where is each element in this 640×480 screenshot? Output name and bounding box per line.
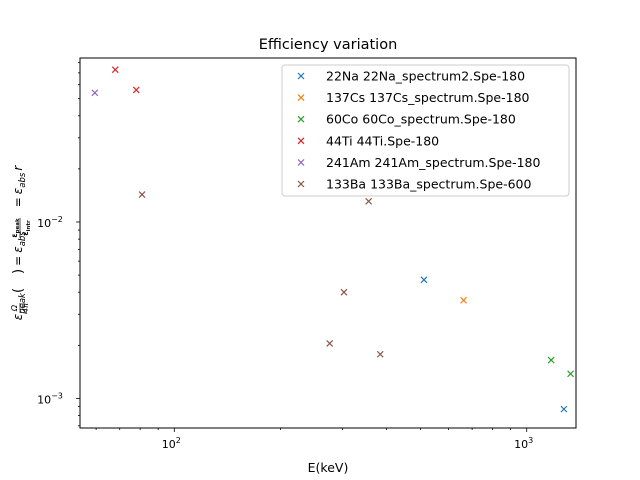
legend-entry: 241Am 241Am_spectrum.Spe-180 bbox=[297, 155, 540, 170]
legend-marker bbox=[297, 137, 305, 145]
data-point-series-5-3 bbox=[365, 197, 373, 205]
y-tick-label: 10−2 bbox=[37, 215, 63, 230]
legend-entry: 133Ba 133Ba_spectrum.Spe-600 bbox=[297, 177, 532, 192]
legend-entry: 137Cs 137Cs_spectrum.Spe-180 bbox=[297, 90, 530, 105]
legend-marker bbox=[297, 180, 305, 188]
y-label-peak-sub: peak bbox=[18, 292, 28, 315]
data-point-series-5-4 bbox=[376, 350, 384, 358]
x-axis-label: E(keV) bbox=[308, 460, 349, 475]
legend-label: 241Am 241Am_spectrum.Spe-180 bbox=[326, 155, 540, 170]
svg-text:εpeak(​)=εabs=εabsr: εpeak(​)=εabs=εabsr bbox=[11, 165, 28, 321]
data-point-series-1-0 bbox=[460, 296, 468, 304]
legend-label: 133Ba 133Ba_spectrum.Spe-600 bbox=[326, 177, 532, 192]
y-label-epsilon: ε bbox=[11, 313, 25, 320]
legend-entry: 22Na 22Na_spectrum2.Spe-180 bbox=[297, 69, 525, 84]
legend-label: 22Na 22Na_spectrum2.Spe-180 bbox=[326, 69, 525, 84]
legend-marker bbox=[297, 94, 305, 102]
x-tick-label: 102 bbox=[162, 436, 181, 451]
data-point-series-5-0 bbox=[138, 191, 146, 199]
legend-marker bbox=[297, 72, 305, 80]
y-label-peak-intr-fraction: εpeak εintr bbox=[10, 218, 32, 238]
data-point-series-0-0 bbox=[420, 276, 428, 284]
legend-label: 60Co 60Co_spectrum.Spe-180 bbox=[326, 112, 516, 127]
axes-frame bbox=[79, 57, 577, 429]
data-point-series-0-1 bbox=[560, 405, 568, 413]
data-point-series-3-0 bbox=[111, 66, 119, 74]
minor-ticks bbox=[78, 62, 511, 430]
y-tick-label: 10−3 bbox=[37, 391, 63, 406]
y-label-omega-fraction: Ω 4π bbox=[10, 303, 30, 313]
legend: 22Na 22Na_spectrum2.Spe-180 137Cs 137Cs_s… bbox=[281, 64, 570, 197]
data-markers bbox=[91, 66, 575, 413]
svg-text:εintr: εintr bbox=[21, 220, 32, 236]
legend-marker bbox=[297, 158, 305, 166]
legend-marker bbox=[297, 115, 305, 123]
legend-entry: 44Ti 44Ti.Spe-180 bbox=[297, 133, 439, 148]
legend-entry: 60Co 60Co_spectrum.Spe-180 bbox=[297, 112, 516, 127]
svg-text:4π: 4π bbox=[21, 303, 30, 313]
data-point-series-4-0 bbox=[91, 89, 99, 97]
chart-title: Efficiency variation bbox=[259, 37, 398, 53]
legend-label: 137Cs 137Cs_spectrum.Spe-180 bbox=[326, 90, 530, 105]
plot-area: 102 103 10−3 10−2 bbox=[37, 57, 577, 451]
data-point-series-2-1 bbox=[567, 370, 575, 378]
x-tick-label: 103 bbox=[514, 436, 533, 451]
data-point-series-2-0 bbox=[547, 356, 555, 364]
legend-box bbox=[281, 64, 570, 197]
y-axis-label: εpeak(​)=εabs=εabsr Ω 4π εpeak εintr bbox=[10, 165, 32, 321]
data-point-series-5-1 bbox=[326, 340, 334, 347]
data-point-series-5-2 bbox=[340, 288, 348, 296]
data-point-series-3-1 bbox=[132, 86, 140, 94]
svg-text:εpeak: εpeak bbox=[10, 218, 21, 238]
major-ticks: 102 103 10−3 10−2 bbox=[37, 215, 533, 451]
svg-text:Ω: Ω bbox=[10, 304, 19, 312]
legend-label: 44Ti 44Ti.Spe-180 bbox=[326, 133, 439, 148]
